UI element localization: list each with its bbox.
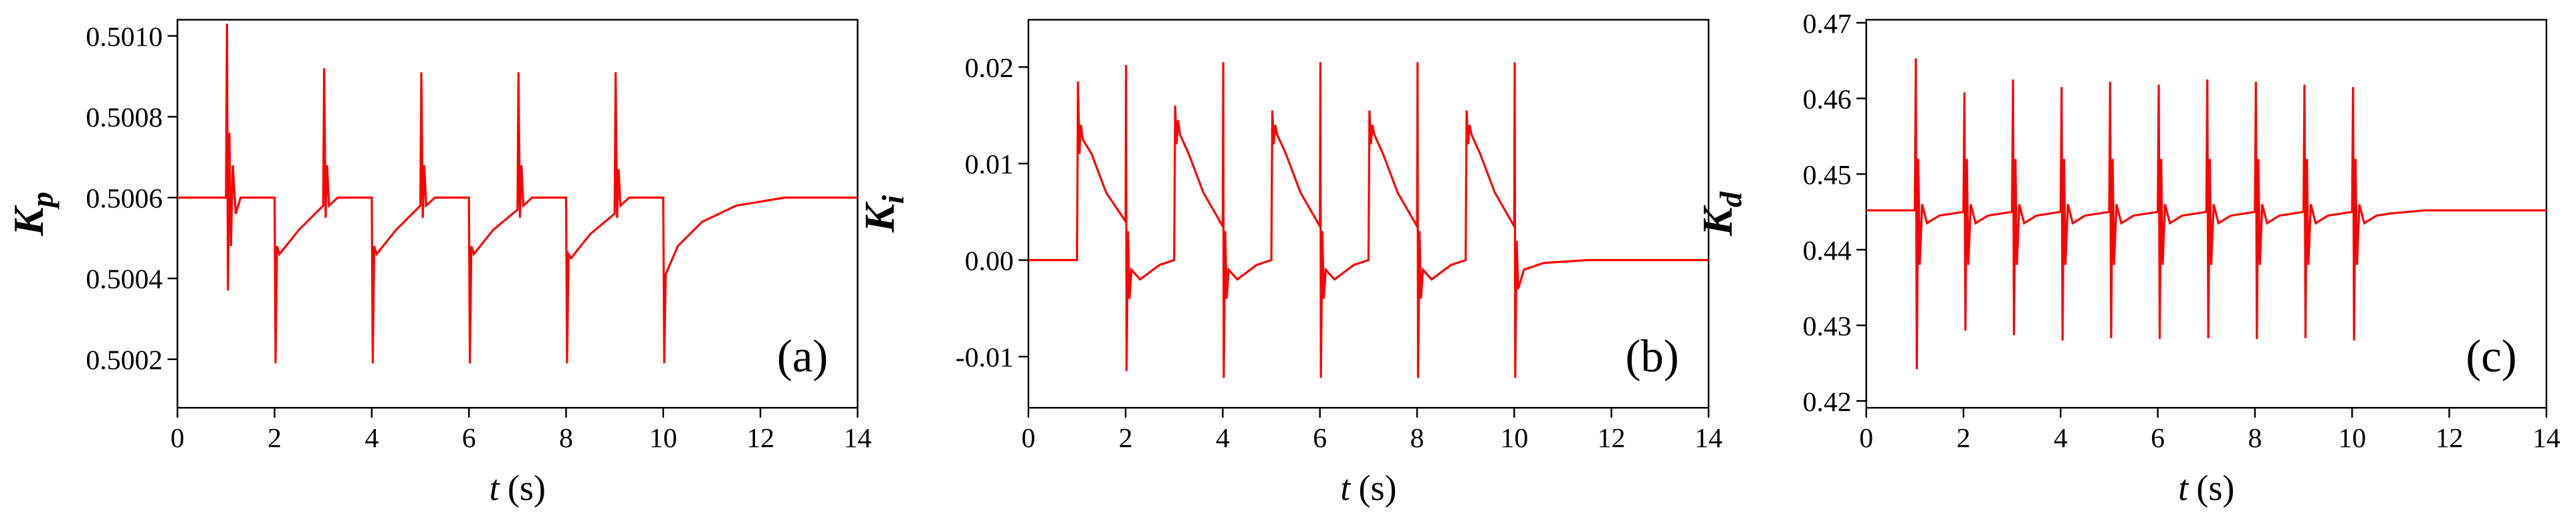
x-axis-label: t (s) (1340, 468, 1396, 508)
y-tick-label: 0.45 (1803, 160, 1852, 191)
x-tick-label: 12 (1598, 423, 1626, 454)
y-label-main: K (855, 201, 903, 233)
y-label-subscript: i (876, 195, 911, 204)
y-tick-label: 0.5006 (86, 183, 163, 214)
x-tick-label: 2 (1957, 423, 1971, 454)
x-tick-label: 6 (1313, 423, 1327, 454)
y-label-subscript: p (25, 191, 60, 209)
y-label-main: K (5, 204, 52, 236)
y-label-subscript: d (1714, 191, 1749, 207)
x-tick-label: 12 (746, 423, 774, 454)
y-tick-label: 0.46 (1803, 84, 1852, 115)
y-axis-label: Ki (855, 195, 911, 234)
x-label-variable: t (2178, 468, 2189, 508)
y-tick-label: 0.01 (965, 149, 1014, 180)
y-tick-label: -0.01 (956, 343, 1014, 373)
x-tick-label: 10 (649, 423, 677, 454)
x-label-unit: (s) (508, 468, 546, 508)
y-tick-label: 0.5002 (86, 345, 163, 376)
x-label-variable: t (1340, 468, 1352, 508)
x-tick-label: 2 (267, 423, 282, 454)
y-tick-label: 0.5008 (86, 102, 163, 133)
y-axis-label: Kp (5, 191, 60, 236)
panel-label: (c) (2466, 331, 2516, 381)
y-tick-label: 0.43 (1803, 311, 1852, 342)
y-tick-label: 0.5010 (86, 21, 163, 52)
y-axis-label: Kd (1693, 191, 1749, 237)
x-axis-label: t (s) (2178, 468, 2234, 508)
y-tick-label: 0.42 (1803, 387, 1852, 418)
x-tick-label: 14 (2533, 423, 2561, 454)
x-tick-label: 6 (462, 423, 476, 454)
x-tick-label: 6 (2151, 423, 2165, 454)
plot-frame (177, 19, 859, 409)
x-tick-label: 10 (1500, 423, 1528, 454)
panel-label: (a) (777, 331, 828, 381)
x-tick-label: 2 (1119, 423, 1133, 454)
x-tick-label: 12 (2436, 423, 2464, 454)
plot-frame (1027, 19, 1710, 409)
x-tick-label: 14 (1695, 423, 1723, 454)
y-label-main: K (1693, 204, 1741, 236)
panel-label: (b) (1625, 331, 1679, 381)
y-tick-label: 0.5004 (86, 264, 163, 295)
plot-frame (1865, 19, 2548, 409)
x-tick-label: 8 (2248, 423, 2262, 454)
x-tick-label: 8 (1410, 423, 1424, 454)
x-axis-label: t (s) (490, 468, 546, 508)
x-label-variable: t (490, 468, 501, 508)
x-tick-label: 0 (1859, 423, 1873, 454)
y-tick-label: 0.44 (1803, 236, 1852, 266)
x-tick-label: 8 (559, 423, 573, 454)
panel: 0 2 4 6 8 10 12 14 -0.01 0.00 0.01 0.02 (b) t (s) Ki (855, 19, 1723, 508)
y-tick-label: 0.02 (965, 53, 1014, 84)
panel: 0 2 4 6 8 10 12 14 0.5002 0.5004 0.5006 0.5008 0.501… (5, 19, 871, 508)
panel: 0 2 4 6 8 10 12 14 0.42 0.43 0.44 0.45 0.46 0.47 (c) t(… (1693, 9, 2560, 508)
x-tick-label: 0 (1021, 423, 1035, 454)
x-label-unit: (s) (1359, 468, 1397, 508)
x-tick-label: 0 (171, 423, 185, 454)
x-tick-label: 4 (1216, 423, 1230, 454)
x-tick-label: 4 (364, 423, 379, 454)
x-tick-label: 14 (843, 423, 871, 454)
data-line (1028, 62, 1709, 378)
data-line (1866, 58, 2547, 369)
x-label-unit: (s) (2196, 468, 2234, 508)
x-tick-label: 10 (2338, 423, 2366, 454)
x-tick-label: 4 (2054, 423, 2068, 454)
y-tick-label: 0.47 (1803, 9, 1852, 39)
data-line (177, 23, 858, 363)
y-tick-label: 0.00 (965, 246, 1014, 276)
